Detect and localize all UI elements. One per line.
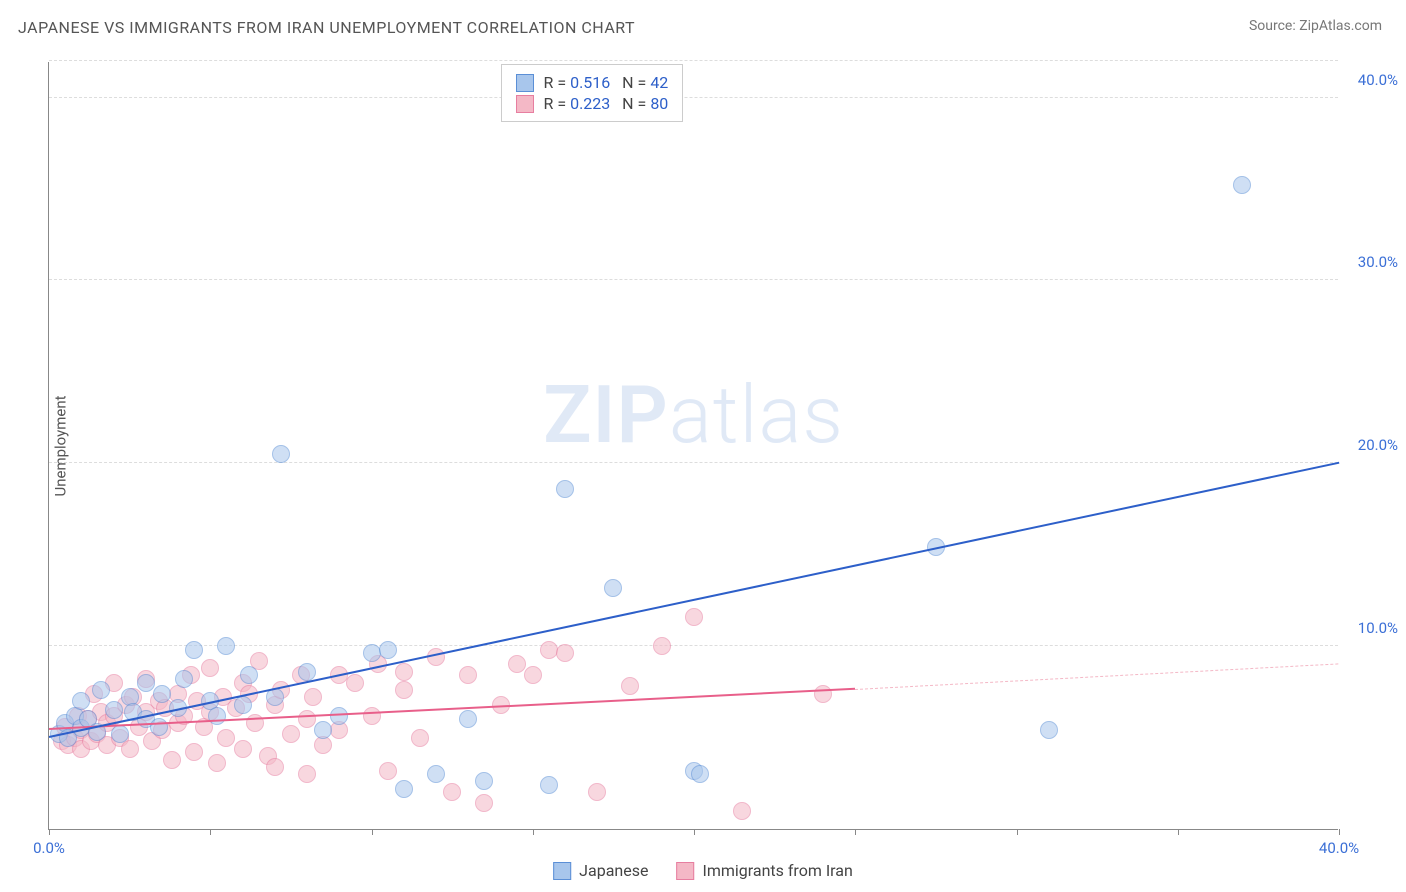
- scatter-point: [185, 641, 203, 659]
- scatter-point: [459, 710, 477, 728]
- scatter-point: [217, 729, 235, 747]
- grid-line: [49, 97, 1338, 98]
- scatter-point: [540, 776, 558, 794]
- grid-line: [49, 60, 1338, 61]
- swatch-pink-icon: [516, 95, 534, 113]
- scatter-point: [691, 765, 709, 783]
- y-tick-label: 40.0%: [1358, 71, 1398, 89]
- scatter-point: [395, 780, 413, 798]
- scatter-point: [411, 729, 429, 747]
- legend-stat: R = 0.516 N = 42: [544, 73, 669, 92]
- scatter-point: [1040, 721, 1058, 739]
- scatter-point: [475, 772, 493, 790]
- grid-line: [49, 462, 1338, 463]
- scatter-point: [556, 480, 574, 498]
- x-tick: [1017, 829, 1018, 835]
- scatter-point: [111, 725, 129, 743]
- x-tick-label: 40.0%: [1319, 839, 1359, 857]
- swatch-blue-icon: [553, 862, 571, 880]
- scatter-point: [588, 783, 606, 801]
- scatter-point: [304, 688, 322, 706]
- scatter-point: [814, 685, 832, 703]
- y-tick-label: 10.0%: [1358, 619, 1398, 637]
- x-tick: [210, 829, 211, 835]
- legend-label: Japanese: [579, 861, 648, 880]
- x-tick: [1178, 829, 1179, 835]
- y-tick-label: 20.0%: [1358, 436, 1398, 454]
- scatter-point: [475, 794, 493, 812]
- scatter-point: [282, 725, 300, 743]
- trend-line: [855, 663, 1339, 690]
- x-tick: [49, 829, 50, 835]
- scatter-point: [508, 655, 526, 673]
- scatter-point: [272, 445, 290, 463]
- scatter-point: [556, 644, 574, 662]
- legend-label: Immigrants from Iran: [702, 861, 852, 880]
- scatter-point: [234, 696, 252, 714]
- scatter-point: [395, 663, 413, 681]
- scatter-point: [208, 754, 226, 772]
- x-tick-label: 0.0%: [33, 839, 65, 857]
- scatter-point: [427, 765, 445, 783]
- grid-line: [49, 279, 1338, 280]
- scatter-point: [314, 721, 332, 739]
- scatter-point: [363, 707, 381, 725]
- legend-item-iran: Immigrants from Iran: [676, 861, 852, 880]
- scatter-point: [234, 740, 252, 758]
- x-tick: [855, 829, 856, 835]
- scatter-point: [298, 663, 316, 681]
- scatter-point: [298, 710, 316, 728]
- scatter-point: [604, 579, 622, 597]
- scatter-point: [92, 681, 110, 699]
- scatter-point: [201, 659, 219, 677]
- scatter-point: [217, 637, 235, 655]
- source-label: Source: ZipAtlas.com: [1249, 18, 1382, 34]
- x-tick: [694, 829, 695, 835]
- swatch-blue-icon: [516, 74, 534, 92]
- scatter-point: [621, 677, 639, 695]
- scatter-point: [395, 681, 413, 699]
- x-tick: [1339, 829, 1340, 835]
- scatter-point: [137, 674, 155, 692]
- swatch-pink-icon: [676, 862, 694, 880]
- scatter-point: [524, 666, 542, 684]
- y-tick-label: 30.0%: [1358, 253, 1398, 271]
- scatter-point: [72, 692, 90, 710]
- scatter-point: [153, 685, 171, 703]
- scatter-point: [266, 758, 284, 776]
- x-tick: [533, 829, 534, 835]
- scatter-point: [540, 641, 558, 659]
- scatter-point: [105, 701, 123, 719]
- correlation-legend: R = 0.516 N = 42 R = 0.223 N = 80: [501, 64, 684, 122]
- scatter-point: [459, 666, 477, 684]
- legend-stat: R = 0.223 N = 80: [544, 94, 669, 113]
- watermark: ZIPatlas: [543, 368, 844, 462]
- scatter-point: [379, 641, 397, 659]
- scatter-point: [175, 670, 193, 688]
- scatter-point: [1233, 176, 1251, 194]
- x-tick: [372, 829, 373, 835]
- grid-line: [49, 645, 1338, 646]
- legend-row: R = 0.516 N = 42: [516, 73, 669, 92]
- legend-row: R = 0.223 N = 80: [516, 94, 669, 113]
- scatter-point: [443, 783, 461, 801]
- scatter-point: [379, 762, 397, 780]
- scatter-point: [240, 666, 258, 684]
- scatter-point: [163, 751, 181, 769]
- scatter-point: [346, 674, 364, 692]
- scatter-point: [653, 637, 671, 655]
- scatter-point: [685, 608, 703, 626]
- scatter-plot: ZIPatlas 10.0%20.0%30.0%40.0%0.0%40.0%R …: [48, 62, 1338, 830]
- chart-title: JAPANESE VS IMMIGRANTS FROM IRAN UNEMPLO…: [18, 18, 635, 37]
- scatter-point: [733, 802, 751, 820]
- scatter-point: [185, 743, 203, 761]
- scatter-point: [298, 765, 316, 783]
- scatter-point: [427, 648, 445, 666]
- legend-item-japanese: Japanese: [553, 861, 648, 880]
- scatter-point: [150, 718, 168, 736]
- bottom-legend: Japanese Immigrants from Iran: [553, 861, 853, 880]
